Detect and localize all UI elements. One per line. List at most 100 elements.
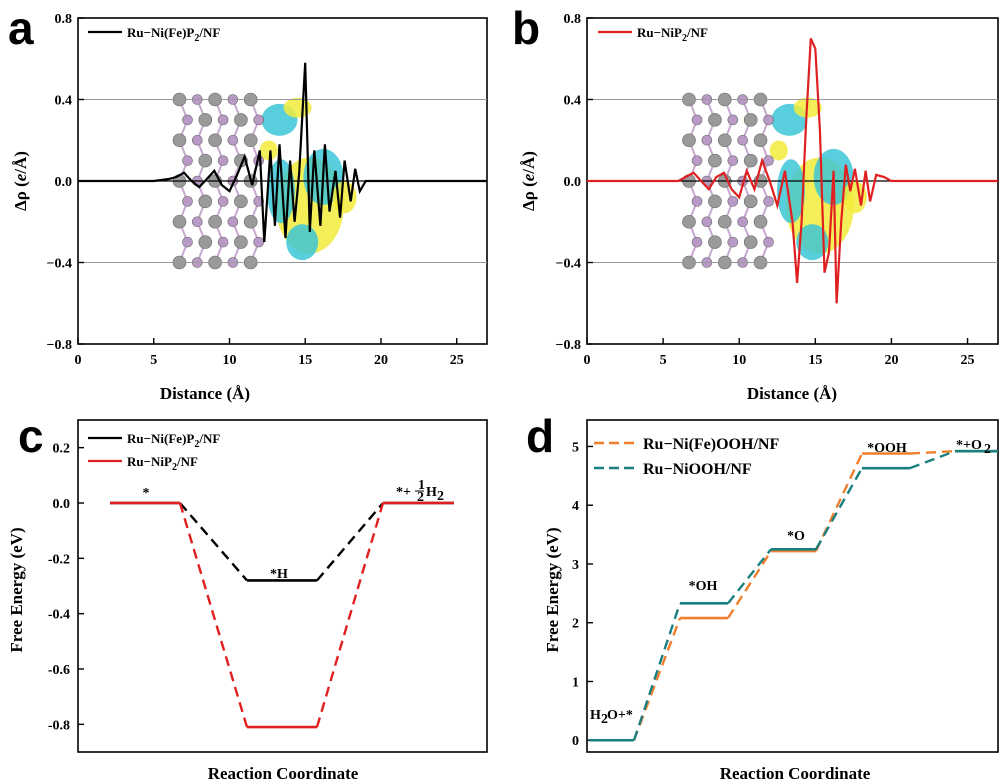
y-tick-label-4: 0.0 (53, 497, 71, 512)
phosphorus-atom (253, 236, 264, 248)
label-star-c: * (143, 486, 150, 501)
axes-d: 0 1 2 3 4 5 (572, 419, 999, 753)
phosphorus-atom (763, 114, 774, 126)
phosphorus-atom (691, 196, 703, 207)
y-tick-label-3: 0.4 (55, 94, 73, 109)
connector-1-0 (632, 602, 682, 741)
label-oh-d: *OH (689, 579, 718, 594)
charge-density-curve-b (587, 37, 998, 304)
isosurface-blob-7 (286, 224, 319, 261)
x-axis-title-a: Distance (Å) (160, 384, 250, 403)
metal-atom (172, 133, 187, 148)
metal-atom (743, 194, 758, 209)
metal-atom (682, 214, 696, 229)
label-o2-d: *+O 2 (956, 438, 991, 457)
legend-b-label: Ru−NiP2/NF (637, 25, 708, 44)
legend-b: Ru−NiP2/NF (598, 25, 708, 44)
phosphorus-atom (191, 134, 203, 146)
legend-d2-label: Ru−NiOOH/NF (643, 461, 752, 478)
panel-b: b 0 5 10 15 20 25 −0.8 −0.4 0.0 0.4 0.8 Ru−NiP2/NF… (512, 2, 999, 403)
x-axis-title-c: Reaction Coordinate (208, 764, 359, 783)
legend-c1-label: Ru−Ni(Fe)P2/NF (127, 431, 220, 450)
phosphorus-atom (217, 236, 229, 248)
x-axis-title-b: Distance (Å) (747, 384, 837, 403)
y-tick-label-4: 0.8 (55, 12, 73, 27)
connector-1-1 (727, 548, 772, 605)
panel-c: c -0.8 -0.6 -0.4 -0.2 0.0 0.2 Ru−Ni(Fe)P2/NF … (7, 410, 488, 783)
label-o2-a: *+O (956, 438, 982, 453)
connector-1-1 (315, 502, 385, 728)
phosphorus-atom (701, 134, 713, 146)
metal-atom (743, 235, 758, 249)
y-tick-label-4: 0.8 (564, 12, 582, 27)
y-tick-label-3: 3 (572, 558, 579, 573)
x-tick-label-5: 25 (961, 353, 975, 368)
metal-atom (682, 133, 696, 148)
y-tick-label-2: 0.0 (564, 175, 582, 190)
metal-atom (743, 113, 758, 127)
y-tick-label-2: 0.0 (55, 175, 73, 190)
metal-atom (198, 153, 213, 168)
y-tick-label-5: 5 (572, 440, 579, 455)
metal-atom (208, 214, 222, 229)
phosphorus-atom (727, 155, 739, 166)
x-tick-label-0: 0 (75, 353, 82, 368)
energy-profile-d (589, 449, 998, 742)
y-tick-label-2: -0.4 (48, 608, 70, 623)
panel-a: a 0 5 10 15 20 25 −0.8 −0.4 0.0 0.4 0.8 Ru−Ni(Fe)P… (8, 2, 488, 403)
phosphorus-atom (182, 236, 193, 248)
metal-atom (717, 214, 732, 229)
phosphorus-atom (727, 114, 739, 126)
x-tick-label-1: 5 (150, 353, 157, 368)
energy-profile-c (110, 501, 454, 729)
axes-c: -0.8 -0.6 -0.4 -0.2 0.0 0.2 (48, 419, 488, 753)
phosphorus-atom (727, 196, 739, 207)
phosphorus-atom (217, 196, 229, 207)
metal-atom (708, 113, 722, 127)
metal-atom (708, 153, 722, 168)
y-tick-label-1: 1 (572, 675, 579, 690)
connector-0-1 (726, 550, 773, 619)
metal-atom (753, 133, 768, 148)
connector-0-2 (814, 452, 864, 552)
metal-atom (743, 153, 758, 168)
legend-a-label: Ru−Ni(Fe)P2/NF (127, 25, 220, 44)
axes-a: 0 5 10 15 20 25 −0.8 −0.4 0.0 0.4 0.8 (47, 12, 488, 368)
metal-atom (234, 235, 248, 249)
label-half-num: 1 (418, 478, 425, 493)
metal-atom (234, 194, 248, 209)
x-tick-label-2: 10 (222, 353, 236, 368)
phosphorus-atom (227, 216, 239, 228)
panel-c-letter: c (18, 410, 44, 462)
phosphorus-atom (691, 236, 703, 248)
y-axis-title-c: Free Energy (eV) (7, 527, 26, 652)
x-tick-label-2: 10 (732, 353, 746, 368)
phosphorus-atom (253, 114, 264, 126)
phosphorus-atom (763, 236, 774, 248)
phosphorus-atom (217, 155, 229, 166)
label-h-c: *H (270, 567, 288, 582)
label-h2-sub: 2 (437, 489, 444, 504)
connector-1-0 (178, 502, 249, 728)
metal-atom (708, 194, 722, 209)
phosphorus-atom (763, 196, 774, 207)
isosurface-blob-5 (283, 97, 312, 118)
metal-atom (198, 194, 213, 209)
y-tick-label-2: 2 (572, 617, 579, 632)
isosurface-blob-6 (769, 140, 788, 161)
label-o2-sub: 2 (984, 442, 991, 457)
legend-c: Ru−Ni(Fe)P2/NF Ru−NiP2/NF (88, 431, 220, 473)
phosphorus-atom (182, 155, 193, 166)
y-tick-label-0: 0 (572, 734, 579, 749)
label-h2o-sub: 2 (601, 712, 608, 727)
metal-atom (208, 133, 222, 148)
panel-b-letter: b (512, 2, 540, 54)
connector-0-1 (316, 502, 384, 582)
y-tick-label-1: -0.6 (48, 663, 70, 678)
isosurface-blob-6 (259, 140, 278, 161)
phosphorus-atom (691, 155, 703, 166)
x-tick-label-5: 25 (450, 353, 464, 368)
phosphorus-atom (691, 114, 703, 126)
x-tick-label-1: 5 (660, 353, 667, 368)
label-final-prefix: *+ (396, 485, 411, 500)
